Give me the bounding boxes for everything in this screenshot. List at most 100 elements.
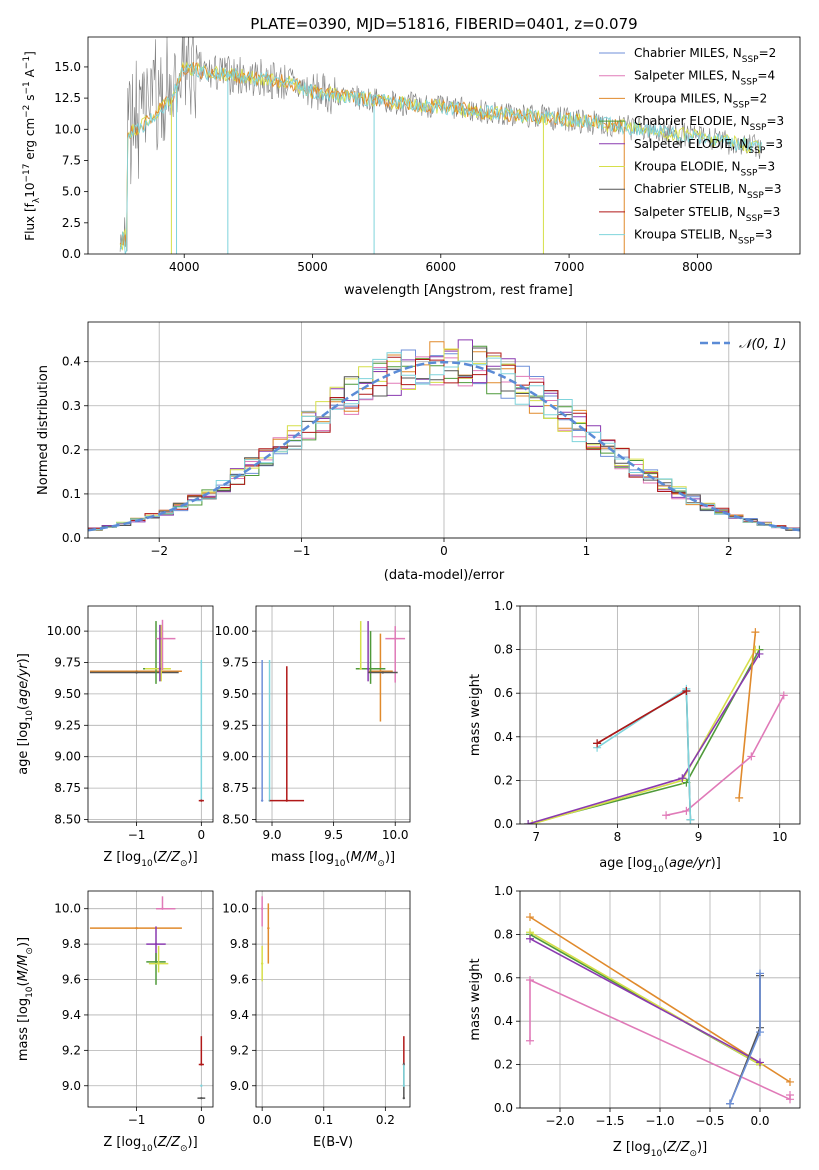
weight-marker [678, 774, 687, 783]
spectrum-panel: 4000 5000 6000 7000 8000 0.0 2.5 5.0 7.5 10.0 12.5… [22, 36, 801, 298]
label-part: 10 [652, 865, 664, 875]
data-point [260, 907, 264, 910]
y-tick-label: 9.00 [222, 750, 249, 764]
y-tick-label: 10.00 [47, 624, 81, 638]
x-axis-label: age [log10(age/yr)] [599, 856, 721, 875]
x-tick-label: 4000 [169, 260, 200, 274]
plot-area [119, 37, 762, 254]
legend-entry: Salpeter MILES, NSSP=4 [634, 69, 775, 88]
x-tick-label: 9.0 [262, 828, 281, 842]
data-point [200, 799, 203, 802]
weight-marker [735, 793, 744, 802]
y-tick-label: 0.4 [494, 730, 513, 744]
y-tick-label: 9.6 [230, 973, 249, 987]
label-part: =3 [764, 182, 782, 196]
label-part: Z/Z [157, 1135, 181, 1150]
y-tick-label: 0.0 [494, 817, 513, 831]
axes-frame [519, 605, 801, 825]
data-point [200, 1096, 203, 1100]
label-part: M/M [351, 850, 378, 865]
label-part: SSP [741, 169, 758, 179]
data-point [200, 1063, 203, 1066]
y-axis-label: age [log10(age/yr)] [16, 653, 35, 775]
axes-frame [519, 890, 801, 1109]
x-tick-label: −1.5 [595, 1114, 624, 1128]
y-tick-label: 0.8 [494, 643, 513, 657]
y-tick-label: 2.5 [62, 216, 81, 230]
x-tick-label: 8000 [682, 260, 713, 274]
y-tick-label: 9.2 [62, 1043, 81, 1057]
data-point [157, 962, 160, 965]
plot-area [260, 896, 406, 1100]
weight-marker [756, 969, 764, 978]
legend-entry: Chabrier STELIB, NSSP=3 [634, 182, 782, 201]
x-axis-label: (data-model)/error [384, 568, 505, 583]
y-tick-label: 0.2 [62, 443, 81, 457]
y-tick-label: 9.75 [222, 656, 249, 670]
y-tick-label: 9.8 [62, 937, 81, 951]
label-part: age [log [16, 722, 31, 775]
x-tick-label: 2 [725, 544, 733, 558]
y-tick-label: 10.0 [54, 122, 81, 136]
label-part: ⊙ [180, 859, 188, 869]
y-tick-label: 0.8 [494, 927, 513, 941]
y-tick-label: 0.0 [494, 1101, 513, 1115]
y-tick-label: 0.2 [494, 1058, 513, 1072]
weight-line [527, 653, 761, 824]
x-tick-label: 0.0 [253, 1113, 272, 1127]
y-tick-label: 8.50 [222, 812, 249, 826]
y-tick-label: 0.4 [62, 355, 81, 369]
weight-marker [526, 975, 534, 984]
plot-area [526, 913, 794, 1108]
weight-line [729, 975, 761, 1104]
y-axis-label: mass weight [468, 674, 483, 756]
y-tick-label: 0.4 [494, 1014, 513, 1028]
weight-vs-z-panel: −2.0 −1.5 −1.0 −0.5 0.0 0.0 0.2 0.4 0.6 0.8 1.0 Z [… [468, 884, 801, 1159]
data-point [402, 1084, 406, 1087]
label-part: )] [188, 850, 198, 865]
label-part: A [23, 68, 37, 81]
x-tick-label: 0.1 [314, 1113, 333, 1127]
label-part: erg cm [23, 118, 37, 164]
label-part: ( [664, 856, 669, 871]
y-tick-label: 9.2 [230, 1043, 249, 1057]
data-point [359, 667, 362, 670]
label-part: −2 [22, 105, 32, 118]
axes-frame [255, 890, 411, 1108]
label-part: ] [23, 51, 37, 56]
label-part: 10 [25, 710, 35, 722]
y-tick-label: 9.75 [54, 656, 81, 670]
label-part: Z/Z [157, 850, 181, 865]
label-part: M/M [16, 955, 31, 982]
y-tick-label: 5.0 [62, 185, 81, 199]
y-tick-label: 0.0 [62, 247, 81, 261]
label-part: =3 [763, 205, 781, 219]
label-part: ⊙ [180, 1144, 188, 1154]
y-tick-label: 0.1 [62, 487, 81, 501]
axes-frame [87, 321, 801, 539]
x-tick-label: −2 [150, 544, 168, 558]
weight-marker [751, 628, 760, 637]
label-part: Chabrier MILES, N [634, 46, 742, 60]
x-tick-label: 9 [695, 830, 703, 844]
y-tick-label: 9.25 [54, 718, 81, 732]
y-tick-label: 9.6 [62, 973, 81, 987]
x-tick-label: 10.0 [382, 828, 409, 842]
data-point [158, 667, 162, 670]
data-point [267, 926, 270, 930]
label-part: 10 [651, 1149, 663, 1159]
y-tick-label: 9.0 [230, 1079, 249, 1093]
legend-entry: Salpeter STELIB, NSSP=3 [634, 205, 780, 224]
label-part: ( [16, 705, 31, 710]
y-tick-label: 1.0 [494, 884, 513, 898]
label-part: mass [log [271, 850, 334, 865]
y-tick-label: 9.4 [230, 1008, 249, 1022]
label-part: Flux [f [23, 202, 37, 240]
x-tick-label: 9.5 [324, 828, 343, 842]
label-part: )] [16, 653, 31, 663]
y-tick-label: 9.25 [222, 718, 249, 732]
data-point [285, 799, 288, 802]
label-part: Kroupa ELODIE, N [634, 160, 741, 174]
label-part: Z [log [103, 1135, 141, 1150]
